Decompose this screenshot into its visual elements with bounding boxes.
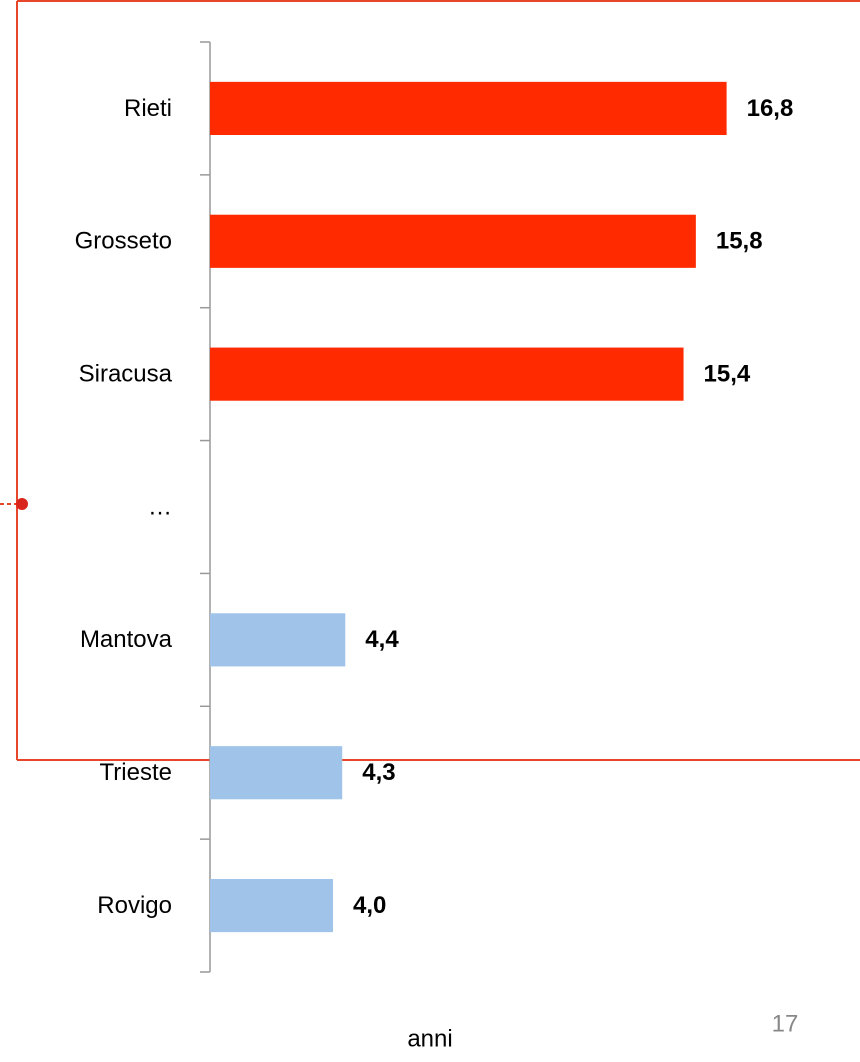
y-tick-label: Trieste	[100, 759, 172, 786]
page-number: 17	[772, 1010, 799, 1037]
y-tick-label: Grosseto	[75, 228, 172, 255]
value-label: 4,0	[353, 892, 386, 919]
value-label: 15,4	[704, 360, 751, 387]
y-tick-label: Rovigo	[97, 892, 172, 919]
y-tick-label: Rieti	[124, 95, 172, 122]
bar	[210, 214, 696, 268]
value-label: 4,3	[362, 759, 395, 786]
bar	[210, 613, 346, 667]
connector-dot	[16, 498, 28, 510]
frame	[0, 0, 860, 761]
value-label: 16,8	[747, 95, 794, 122]
bar	[210, 81, 727, 135]
value-label: 15,8	[716, 228, 763, 255]
x-axis-label: anni	[407, 1025, 452, 1052]
y-tick-label: Siracusa	[79, 360, 173, 387]
bar	[210, 746, 343, 800]
y-tick-label: Mantova	[80, 626, 173, 653]
bar	[210, 347, 684, 401]
value-label: 4,4	[365, 626, 399, 653]
bar	[210, 879, 333, 933]
y-tick-label: …	[148, 493, 172, 520]
